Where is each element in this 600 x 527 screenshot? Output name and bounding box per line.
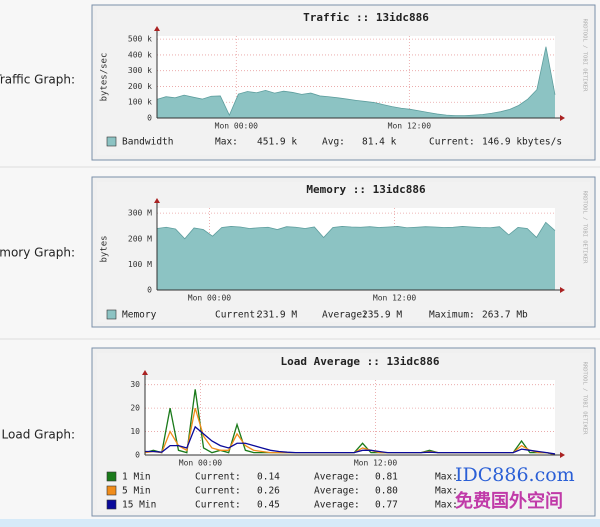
legend-stat: 231.9 M [257,310,297,321]
y-tick-label: 0 [147,114,152,123]
y-tick-label: 0 [135,451,140,460]
y-tick-label: 400 k [128,50,152,59]
legend-stat: 0.14 [257,472,280,483]
legend-swatch [106,485,117,496]
rrd-credit: RRDTOOL / TOBI OETIKER [582,191,588,265]
area [157,46,555,118]
row-label: Load Graph: [2,428,75,442]
legend-label: 1 Min [122,472,151,483]
y-tick-label: 200 k [128,82,152,91]
graph-title: Memory :: 13idc886 [306,183,426,196]
y-tick-label: 30 [130,380,140,389]
legend-swatch [106,499,117,510]
y-axis-label: bytes/sec [100,53,110,102]
legend-stat: Max: [215,137,238,148]
legend-label: Memory [122,310,157,321]
plot-area [145,380,555,455]
legend-stat: Max: [435,500,458,511]
legend-stat: 0.81 [375,472,398,483]
legend-stat: Current: [429,137,475,148]
x-tick-label: Mon 12:00 [388,122,432,131]
axis-arrow [154,26,160,31]
axis-arrow [154,198,160,203]
legend-stat: 263.7 Mb [482,310,528,321]
legend-swatch [106,309,117,320]
legend-label: Bandwidth [122,137,173,148]
legend-stat: Max: [435,486,458,497]
legend-stat: Maximum: [429,310,475,321]
row-label: Traffic Graph: [0,73,75,87]
legend-stat: 0.26 [257,486,280,497]
y-tick-label: 0 [147,286,152,295]
legend-stat: 235.9 M [362,310,402,321]
legend-stat: Average: [314,500,360,511]
axis-arrow [560,452,565,458]
legend-label: 15 Min [122,500,156,511]
legend-swatch [106,136,117,147]
y-axis-label: bytes [100,235,110,262]
legend-stat: Current: [195,472,241,483]
y-tick-label: 300 M [128,209,152,218]
row-label: emory Graph: [0,246,75,260]
y-tick-label: 20 [130,404,140,413]
legend-stat: Current: [195,500,241,511]
y-tick-label: 100 k [128,98,152,107]
x-tick-label: Mon 00:00 [188,294,232,303]
watermark: IDC886.com [455,464,575,486]
axis-arrow [560,287,565,293]
area [157,222,555,290]
x-tick-label: Mon 00:00 [179,459,223,468]
legend-stat: 0.45 [257,500,280,511]
x-tick-label: Mon 00:00 [215,122,259,131]
y-tick-label: 300 k [128,66,152,75]
graph-title: Load Average :: 13idc886 [281,355,440,368]
watermark-sub: 免费国外空间 [455,490,563,512]
legend-swatch [106,471,117,482]
y-tick-label: 100 M [128,260,152,269]
legend-stat: Average: [322,310,368,321]
legend-stat: 81.4 k [362,137,397,148]
legend-stat: Current: [195,486,241,497]
y-tick-label: 500 k [128,35,152,44]
axis-arrow [142,370,148,375]
y-tick-label: 10 [130,427,140,436]
y-tick-label: 200 M [128,234,152,243]
legend-stat: Average: [314,472,360,483]
legend-stat: 146.9 kbytes/s [482,137,562,148]
axis-arrow [560,115,565,121]
bottom-band [0,519,600,527]
rrd-credit: RRDTOOL / TOBI OETIKER [582,19,588,93]
legend-stat: 451.9 k [257,137,297,148]
legend-stat: Max: [435,472,458,483]
legend-label: 5 Min [122,486,151,497]
legend-stat: 0.80 [375,486,398,497]
x-tick-label: Mon 12:00 [354,459,398,468]
line [145,425,556,455]
rrd-credit: RRDTOOL / TOBI OETIKER [582,362,588,436]
legend-stat: Current: [215,310,261,321]
graph-title: Traffic :: 13idc886 [303,11,429,24]
x-tick-label: Mon 12:00 [373,294,417,303]
legend-stat: 0.77 [375,500,398,511]
legend-stat: Avg: [322,137,345,148]
legend-stat: Average: [314,486,360,497]
area-outline [156,221,556,240]
area-outline [156,46,556,117]
